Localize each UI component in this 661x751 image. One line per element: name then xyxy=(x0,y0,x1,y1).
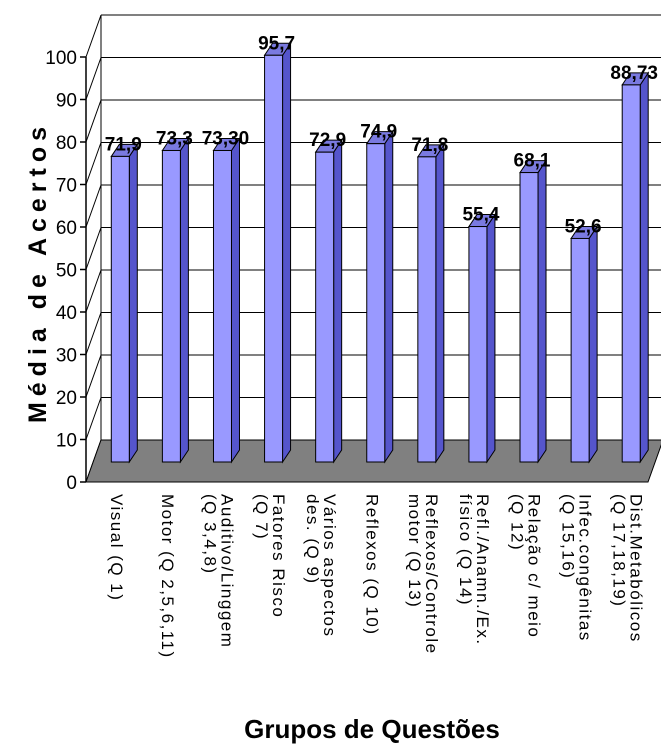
data-label: 72,9 xyxy=(309,130,346,151)
data-label: 55,4 xyxy=(462,205,499,226)
category-label: Visual (Q 1) xyxy=(107,494,126,601)
category-label: Reflexos (Q 10) xyxy=(363,494,382,636)
bar xyxy=(365,130,394,464)
bar-front xyxy=(264,54,284,463)
category-label: (Q 7) xyxy=(252,494,271,540)
bar-front xyxy=(212,149,232,463)
category-label: Auditivo/Linggem xyxy=(218,494,237,648)
category-labels: Visual (Q 1) Motor (Q 2,5,6,11) Auditivo/L… xyxy=(107,494,645,659)
data-label: 73,30 xyxy=(202,128,250,149)
bar-side xyxy=(179,136,189,464)
category-label: Infec.congênitas xyxy=(575,494,594,642)
category-label: Reflexos/Controle xyxy=(422,494,441,655)
value-labels: 71,9 73,3 73,30 95,7 72,9 74,9 71,8 55,4 68,1 52,… xyxy=(105,33,658,237)
bar-side xyxy=(435,143,445,464)
y-tick-label: 100 xyxy=(45,48,77,69)
y-tick-label: 10 xyxy=(56,431,77,452)
gridline-diagonal xyxy=(85,184,102,228)
y-tick-label: 0 xyxy=(66,473,77,494)
bar xyxy=(161,136,190,464)
bar-front xyxy=(570,237,590,463)
bar-front xyxy=(468,226,488,463)
data-label: 52,6 xyxy=(565,216,602,237)
category-label: (Q 15,16) xyxy=(558,494,577,579)
gridline-diagonal xyxy=(85,397,102,440)
gridline-diagonal xyxy=(85,227,102,270)
y-tick-label: 90 xyxy=(56,91,77,112)
bar-front xyxy=(110,155,130,463)
bar-side xyxy=(128,142,138,464)
gridline-diagonal xyxy=(85,57,102,100)
bar-side xyxy=(639,71,649,464)
bars xyxy=(110,41,650,464)
bar-front xyxy=(161,149,181,463)
bar xyxy=(621,71,650,464)
category-label: (Q 12) xyxy=(507,494,526,551)
gridline-diagonal xyxy=(85,354,102,398)
y-axis-title: Média de Acertos xyxy=(24,121,52,423)
bar-front xyxy=(621,84,641,463)
bar xyxy=(110,142,139,464)
bar xyxy=(263,41,292,464)
bar xyxy=(212,136,241,464)
y-tick-label: 40 xyxy=(56,303,77,324)
category-label: Dist.Metabólicos xyxy=(626,494,645,643)
category-label: Fatores Risco xyxy=(269,494,288,618)
category-label: (Q 3,4,8) xyxy=(201,494,220,575)
y-axis: 0 10 20 30 40 50 60 70 80 90 100 xyxy=(45,48,87,494)
bar-front xyxy=(417,156,437,463)
category-label: des. (Q 9) xyxy=(303,494,322,585)
bar-side xyxy=(333,138,343,464)
y-tick-label: 80 xyxy=(56,133,77,154)
y-tick-label: 70 xyxy=(56,176,77,197)
bar xyxy=(467,212,496,464)
bar-side xyxy=(486,212,496,464)
category-label: (Q 17,18,19) xyxy=(609,494,628,607)
bar-side xyxy=(537,158,547,464)
bar xyxy=(314,138,343,464)
y-tick-label: 50 xyxy=(56,261,77,282)
y-tick-label: 30 xyxy=(56,346,77,367)
category-label: Relação c/ meio xyxy=(524,494,543,638)
category-label: Vários aspectos xyxy=(320,494,339,637)
gridline-diagonal xyxy=(85,14,102,58)
bar-front xyxy=(366,143,386,463)
data-label: 68,1 xyxy=(514,151,551,172)
bar xyxy=(416,143,445,464)
y-tick-label: 20 xyxy=(56,388,77,409)
category-label: motor (Q 13) xyxy=(405,494,424,608)
gridline-diagonal xyxy=(85,99,102,143)
data-label: 71,9 xyxy=(105,134,142,155)
category-label: Refl./Anamn./Ex. xyxy=(473,494,492,646)
data-label: 73,3 xyxy=(156,128,193,149)
data-label: 71,8 xyxy=(411,135,448,156)
gridline-diagonal xyxy=(85,269,102,313)
data-label: 74,9 xyxy=(360,122,397,143)
bar xyxy=(570,224,599,464)
y-tick-label: 60 xyxy=(56,218,77,239)
data-label: 88,73 xyxy=(610,63,658,84)
bar-side xyxy=(588,224,598,464)
bar-front xyxy=(315,151,335,463)
bar xyxy=(519,158,547,464)
category-label: Motor (Q 2,5,6,11) xyxy=(158,494,177,659)
gridline-diagonal xyxy=(85,142,102,185)
bar-side xyxy=(384,130,394,464)
gridline-diagonal xyxy=(85,312,102,355)
data-label: 95,7 xyxy=(258,33,295,54)
x-axis-title: Grupos de Questões xyxy=(244,714,500,744)
category-label: físico (Q 14) xyxy=(456,494,475,606)
bar-side xyxy=(230,136,240,464)
bar-front xyxy=(519,172,539,463)
bar-side xyxy=(282,41,292,464)
